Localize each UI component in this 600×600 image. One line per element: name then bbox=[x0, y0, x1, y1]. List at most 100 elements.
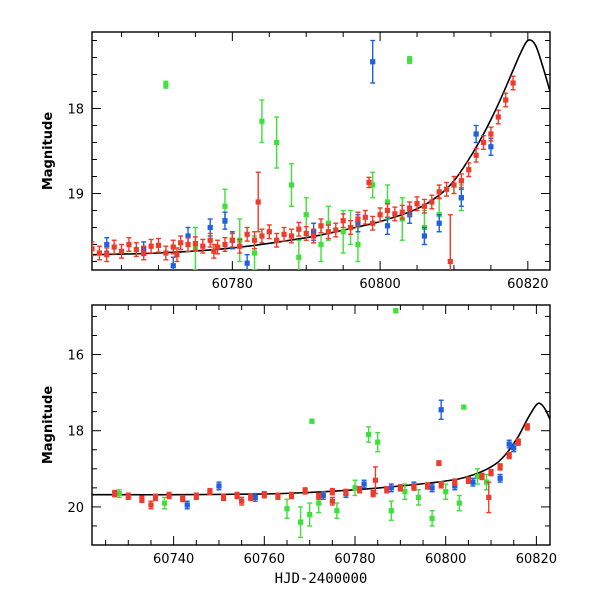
red-data-point bbox=[362, 209, 368, 225]
red-data-point bbox=[424, 482, 431, 490]
red-data-point bbox=[465, 476, 471, 484]
red-data-point bbox=[141, 245, 147, 261]
green-data-point bbox=[309, 418, 315, 424]
red-data-point bbox=[281, 226, 287, 242]
x-tick-label: 60760 bbox=[244, 552, 285, 567]
bottom-panel-xlabel: HJD-2400000 bbox=[275, 571, 368, 587]
blue-data-point bbox=[184, 500, 190, 510]
green-data-point bbox=[116, 489, 122, 499]
blue-data-point bbox=[361, 479, 367, 489]
green-data-point bbox=[456, 494, 462, 512]
red-data-point bbox=[296, 221, 302, 237]
green-data-point bbox=[352, 479, 358, 497]
red-data-point bbox=[414, 196, 420, 212]
x-tick-label: 60780 bbox=[212, 277, 253, 292]
red-data-point bbox=[384, 202, 391, 219]
y-tick-label: 18 bbox=[67, 103, 84, 118]
red-data-point bbox=[407, 201, 413, 217]
red-data-point bbox=[288, 228, 295, 244]
red-data-point bbox=[372, 466, 379, 495]
green-data-point bbox=[296, 239, 302, 270]
top-panel-frame bbox=[91, 31, 551, 271]
blue-data-point bbox=[222, 211, 228, 230]
red-data-point bbox=[303, 225, 309, 241]
red-data-point bbox=[429, 194, 435, 210]
green-data-point bbox=[334, 502, 340, 520]
blue-data-point bbox=[470, 477, 476, 487]
red-data-point bbox=[384, 486, 390, 494]
red-data-point bbox=[325, 224, 331, 240]
red-data-point bbox=[174, 247, 180, 263]
red-data-point bbox=[163, 245, 169, 261]
red-data-point bbox=[261, 490, 267, 499]
red-data-point bbox=[192, 236, 199, 252]
red-data-point bbox=[259, 228, 265, 244]
red-data-point bbox=[239, 496, 245, 506]
green-data-point bbox=[443, 483, 449, 500]
red-data-point bbox=[377, 207, 383, 223]
red-data-point bbox=[111, 239, 117, 255]
red-data-point bbox=[480, 134, 487, 151]
blue-data-point bbox=[320, 490, 326, 500]
blue-data-point bbox=[252, 492, 258, 502]
green-data-point bbox=[297, 506, 304, 539]
red-data-point bbox=[333, 222, 339, 238]
red-data-point bbox=[397, 484, 403, 492]
y-tick-label: 19 bbox=[67, 188, 84, 203]
red-data-point bbox=[118, 243, 125, 259]
green-data-point bbox=[474, 468, 481, 485]
blue-data-point bbox=[473, 124, 479, 144]
green-data-point bbox=[366, 426, 372, 443]
blue-data-point bbox=[244, 253, 250, 270]
y-tick-label: 18 bbox=[67, 425, 84, 440]
red-data-point bbox=[126, 236, 132, 253]
red-data-point bbox=[288, 491, 295, 500]
red-data-point bbox=[237, 238, 243, 254]
red-data-point bbox=[436, 460, 442, 467]
blue-data-point bbox=[506, 439, 512, 449]
bottom-panel-frame bbox=[91, 304, 551, 546]
green-data-point bbox=[161, 496, 168, 510]
red-data-point bbox=[399, 204, 405, 220]
bottom-panel-points bbox=[112, 308, 530, 539]
x-tick-label: 60800 bbox=[359, 277, 400, 292]
bottom-panel: 60740 60760 60780 60800 60820 16 18 20 Magnitud… bbox=[41, 304, 557, 587]
red-data-point bbox=[155, 237, 162, 253]
red-data-point bbox=[343, 488, 349, 497]
red-data-point bbox=[488, 468, 494, 477]
blue-data-point bbox=[170, 256, 176, 270]
red-data-point bbox=[452, 478, 458, 486]
red-data-point bbox=[370, 215, 376, 231]
green-data-point bbox=[402, 483, 408, 500]
red-data-point bbox=[133, 242, 139, 258]
green-data-point bbox=[259, 99, 265, 144]
red-data-point bbox=[207, 232, 213, 248]
red-data-point bbox=[466, 162, 472, 178]
red-data-point bbox=[96, 245, 102, 261]
red-data-point bbox=[506, 451, 512, 460]
red-data-point bbox=[329, 496, 335, 506]
red-data-point bbox=[244, 226, 250, 242]
red-data-point bbox=[356, 486, 363, 494]
red-data-point bbox=[451, 175, 457, 195]
top-panel: 60780 60800 60820 18 19 Magnitude bbox=[41, 31, 551, 292]
green-data-point bbox=[429, 510, 435, 527]
red-data-point bbox=[274, 232, 280, 248]
bottom-panel-ticks: 60740 60760 60780 60800 60820 16 18 20 bbox=[67, 305, 557, 567]
blue-data-point bbox=[438, 399, 444, 420]
red-data-point bbox=[92, 241, 95, 257]
x-tick-label: 60820 bbox=[507, 277, 548, 292]
red-data-point bbox=[503, 92, 509, 108]
green-data-point bbox=[415, 489, 422, 506]
red-data-point bbox=[486, 481, 492, 514]
red-data-point bbox=[436, 184, 442, 200]
blue-data-point bbox=[216, 481, 222, 491]
x-tick-label: 60780 bbox=[334, 552, 375, 567]
bottom-panel-ylabel: Magnitude bbox=[41, 386, 56, 465]
red-data-point bbox=[255, 171, 261, 233]
green-data-point bbox=[288, 163, 295, 207]
red-data-point bbox=[275, 492, 281, 500]
red-data-point bbox=[112, 489, 118, 498]
red-data-point bbox=[220, 493, 227, 502]
